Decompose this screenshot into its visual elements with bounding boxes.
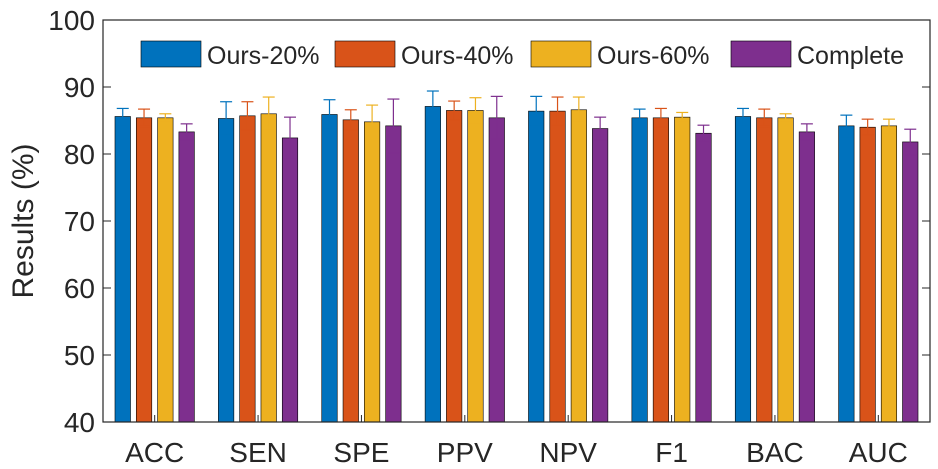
error-bar-ppv-series-3 <box>469 97 482 124</box>
y-tick-label: 60 <box>64 273 95 304</box>
bar-sen-series-1 <box>218 118 235 423</box>
bar-spe-series-2 <box>342 119 359 423</box>
legend-label-series-4: Complete <box>797 42 904 70</box>
error-bar-spe-series-2 <box>344 109 357 131</box>
error-bar-sen-series-2 <box>241 101 254 131</box>
error-bar-acc-series-1 <box>116 107 129 126</box>
y-ticks-layer: 40 50 60 70 80 90 100 <box>48 5 930 438</box>
x-tick-label: ACC <box>125 437 184 468</box>
bar-npv-series-2 <box>549 110 566 423</box>
x-tick-label: F1 <box>655 437 688 468</box>
bar-ppv-series-3 <box>467 110 484 423</box>
error-bar-spe-series-4 <box>387 98 400 154</box>
legend-swatch-series-3 <box>530 40 592 68</box>
error-bar-acc-series-2 <box>138 108 151 128</box>
error-bar-auc-series-4 <box>904 128 917 156</box>
error-bar-ppv-series-2 <box>448 100 461 121</box>
bar-f1-series-1 <box>631 117 648 423</box>
x-tick-label: BAC <box>746 437 804 468</box>
y-tick-label: 100 <box>48 5 95 36</box>
bar-ppv-series-2 <box>446 110 463 423</box>
error-bar-ppv-series-1 <box>426 90 439 123</box>
bar-npv-series-1 <box>528 110 545 423</box>
bar-bac-series-3 <box>777 117 794 423</box>
bar-ppv-series-1 <box>424 106 441 423</box>
x-tick-label: AUC <box>849 437 908 468</box>
error-bar-npv-series-4 <box>594 116 607 141</box>
error-bar-bac-series-4 <box>800 123 813 141</box>
y-tick-label: 90 <box>64 72 95 103</box>
error-bar-auc-series-1 <box>840 114 853 138</box>
error-bar-npv-series-2 <box>551 96 564 126</box>
bar-acc-series-2 <box>135 117 153 423</box>
error-bar-sen-series-4 <box>284 116 297 160</box>
error-bar-f1-series-2 <box>654 107 667 128</box>
bar-ppv-series-4 <box>488 117 505 423</box>
bar-spe-series-1 <box>321 114 338 423</box>
error-bar-sen-series-1 <box>220 101 233 136</box>
bar-auc-series-4 <box>902 141 919 423</box>
legend-label-series-1: Ours-20% <box>207 42 320 70</box>
error-bar-auc-series-3 <box>882 118 895 134</box>
legend-swatch-series-2 <box>334 40 396 68</box>
legend: Ours-20% Ours-40% Ours-60% Complete <box>140 40 904 70</box>
error-bars-layer <box>116 90 917 160</box>
y-axis-label: Results (%) <box>7 143 40 298</box>
bar-sen-series-3 <box>260 113 277 423</box>
bar-spe-series-3 <box>364 121 381 423</box>
bar-acc-series-3 <box>157 117 174 423</box>
bar-bac-series-2 <box>756 117 773 423</box>
bar-acc-series-1 <box>114 116 131 423</box>
error-bar-bac-series-3 <box>779 113 792 123</box>
error-bar-bac-series-1 <box>736 107 749 126</box>
x-tick-label: PPV <box>437 437 493 468</box>
bar-auc-series-3 <box>880 125 898 423</box>
y-tick-label: 70 <box>64 206 95 237</box>
x-categories-layer: ACC SEN SPE PPV NPV F1 BAC AUC <box>125 437 908 468</box>
bar-f1-series-3 <box>674 116 691 423</box>
error-bar-auc-series-2 <box>861 118 874 136</box>
error-bar-npv-series-1 <box>530 95 543 127</box>
bar-npv-series-3 <box>570 109 587 423</box>
bars-layer <box>114 106 919 423</box>
error-bar-sen-series-3 <box>262 96 275 132</box>
legend-label-series-3: Ours-60% <box>597 42 710 70</box>
bar-npv-series-4 <box>592 128 609 423</box>
bar-auc-series-1 <box>838 125 855 423</box>
error-bar-bac-series-2 <box>758 108 771 128</box>
bar-f1-series-4 <box>695 132 712 423</box>
error-bar-f1-series-4 <box>697 124 710 142</box>
error-bar-acc-series-3 <box>159 113 172 123</box>
bar-bac-series-1 <box>734 116 752 423</box>
legend-label-series-2: Ours-40% <box>401 42 514 70</box>
error-bar-spe-series-3 <box>366 104 379 140</box>
bar-sen-series-4 <box>281 137 299 423</box>
bar-spe-series-4 <box>385 125 402 423</box>
bar-bac-series-4 <box>798 131 815 423</box>
y-tick-label: 40 <box>64 407 95 438</box>
bar-sen-series-2 <box>239 115 256 423</box>
error-bar-ppv-series-4 <box>490 95 503 140</box>
x-tick-label: SEN <box>229 437 287 468</box>
bar-f1-series-2 <box>652 117 669 423</box>
bar-acc-series-4 <box>178 131 195 423</box>
bar-auc-series-2 <box>859 126 876 423</box>
x-tick-label: SPE <box>333 437 389 468</box>
error-bar-spe-series-1 <box>323 99 336 130</box>
x-tick-label: NPV <box>539 437 597 468</box>
error-bar-npv-series-3 <box>572 96 585 124</box>
error-bar-acc-series-4 <box>180 123 193 141</box>
error-bar-f1-series-3 <box>676 111 689 123</box>
y-tick-label: 80 <box>64 139 95 170</box>
legend-swatch-series-4 <box>730 40 792 68</box>
error-bar-f1-series-1 <box>633 108 646 128</box>
legend-swatch-series-1 <box>140 40 202 68</box>
y-tick-label: 50 <box>64 340 95 371</box>
